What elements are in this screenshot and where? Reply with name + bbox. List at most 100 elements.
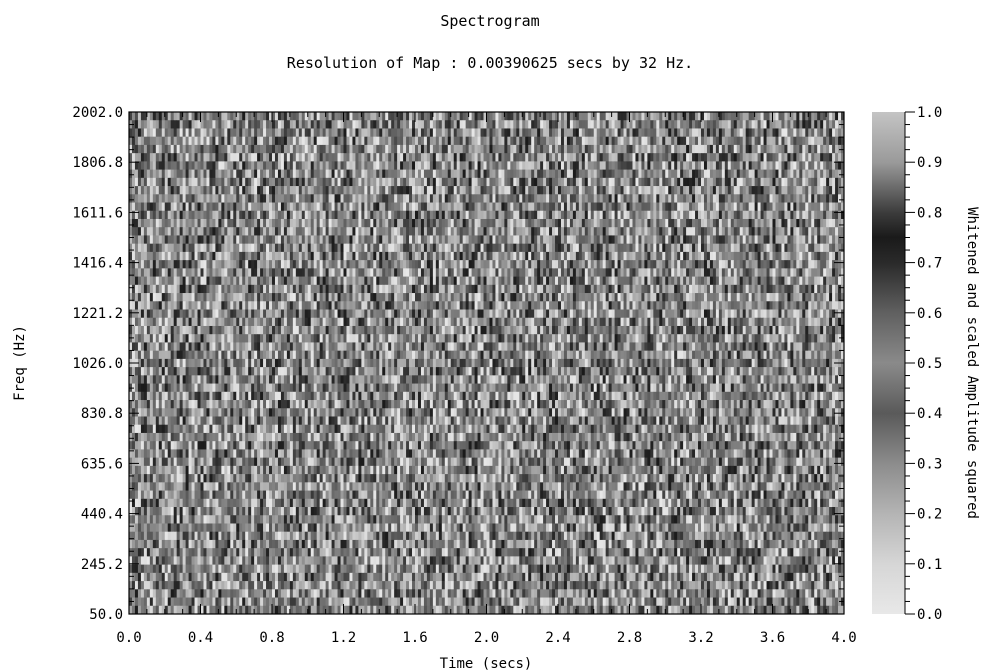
heatmap-cell [504,260,507,269]
heatmap-cell [704,211,707,220]
heatmap-cell [817,268,820,277]
heatmap-cell [641,227,644,236]
heatmap-cell [454,120,457,129]
heatmap-cell [504,268,507,277]
heatmap-cell [615,235,618,244]
heatmap-cell [317,112,320,121]
heatmap-cell [635,178,638,187]
heatmap-cell [627,219,630,228]
heatmap-cell [564,194,567,203]
heatmap-cell [400,244,403,253]
heatmap-cell [269,203,272,212]
heatmap-cell [650,252,653,261]
heatmap-cell [549,137,552,146]
heatmap-cell [457,235,460,244]
heatmap-cell [808,244,811,253]
heatmap-cell [823,170,826,179]
heatmap-cell [290,128,293,137]
heatmap-cell [466,186,469,195]
heatmap-cell [719,178,722,187]
heatmap-cell [501,211,504,220]
heatmap-cell [570,235,573,244]
heatmap-cell [367,277,370,286]
heatmap-cell [597,186,600,195]
heatmap-cell [534,170,537,179]
heatmap-cell [367,145,370,154]
heatmap-cell [621,128,624,137]
heatmap-cell [263,235,266,244]
heatmap-cell [692,153,695,162]
heatmap-cell [388,211,391,220]
heatmap-cell [421,219,424,228]
heatmap-cell [778,153,781,162]
heatmap-cell [832,112,835,121]
heatmap-cell [275,227,278,236]
heatmap-cell [665,268,668,277]
heatmap-cell [710,244,713,253]
heatmap-cell [263,194,266,203]
heatmap-cell [555,277,558,286]
heatmap-cell [734,170,737,179]
heatmap-cell [409,268,412,277]
heatmap-cell [472,268,475,277]
heatmap-cell [680,178,683,187]
heatmap-cell [406,137,409,146]
heatmap-cell [665,244,668,253]
heatmap-cell [814,137,817,146]
heatmap-cell [177,194,180,203]
heatmap-cell [418,227,421,236]
heatmap-cell [159,277,162,286]
heatmap-cell [534,161,537,170]
heatmap-cell [522,194,525,203]
heatmap-cell [507,161,510,170]
heatmap-cell [549,161,552,170]
heatmap-cell [436,268,439,277]
heatmap-cell [647,211,650,220]
heatmap-cell [320,112,323,121]
heatmap-cell [403,194,406,203]
heatmap-cell [775,227,778,236]
heatmap-cell [585,128,588,137]
heatmap-cell [579,235,582,244]
heatmap-cell [722,203,725,212]
heatmap-cell [177,211,180,220]
heatmap-cell [677,268,680,277]
heatmap-cell [287,120,290,129]
heatmap-cell [260,260,263,269]
heatmap-cell [153,145,156,154]
heatmap-cell [790,203,793,212]
heatmap-cell [403,153,406,162]
heatmap-cell [266,137,269,146]
heatmap-cell [770,194,773,203]
heatmap-cell [180,235,183,244]
heatmap-cell [773,137,776,146]
heatmap-cell [427,137,430,146]
heatmap-cell [686,260,689,269]
heatmap-cell [755,120,758,129]
heatmap-cell [215,252,218,261]
heatmap-cell [281,260,284,269]
heatmap-cell [305,128,308,137]
heatmap-cell [489,137,492,146]
heatmap-cell [609,252,612,261]
heatmap-cell [761,194,764,203]
heatmap-cell [784,203,787,212]
heatmap-cell [239,194,242,203]
heatmap-cell [448,268,451,277]
heatmap-cell [814,161,817,170]
heatmap-cell [775,203,778,212]
heatmap-cell [478,178,481,187]
heatmap-cell [284,235,287,244]
heatmap-cell [138,178,141,187]
heatmap-cell [561,211,564,220]
heatmap-cell [722,211,725,220]
heatmap-cell [162,137,165,146]
heatmap-cell [478,137,481,146]
heatmap-cell [820,145,823,154]
heatmap-cell [561,186,564,195]
heatmap-cell [683,260,686,269]
heatmap-cell [451,268,454,277]
heatmap-cell [370,277,373,286]
heatmap-cell [218,219,221,228]
heatmap-cell [781,178,784,187]
